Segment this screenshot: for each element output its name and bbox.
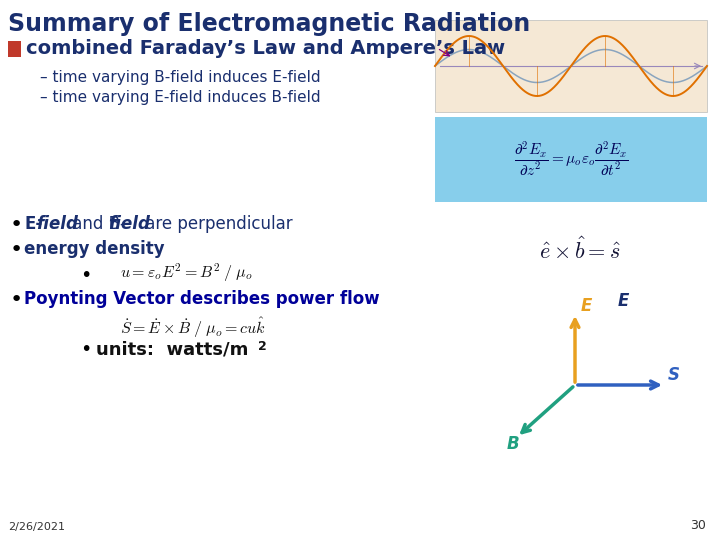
Text: $\dot{S} = \dot{E} \times \dot{B} \;/\; \mu_o = cu\hat{k}$: $\dot{S} = \dot{E} \times \dot{B} \;/\; … <box>120 316 266 340</box>
Text: units:  watts/m: units: watts/m <box>96 340 248 358</box>
Text: and B-: and B- <box>67 215 126 233</box>
FancyBboxPatch shape <box>435 117 707 202</box>
Text: 30: 30 <box>690 519 706 532</box>
Text: energy density: energy density <box>24 240 165 258</box>
Text: Summary of Electromagnetic Radiation: Summary of Electromagnetic Radiation <box>8 12 530 36</box>
Text: •: • <box>80 340 91 359</box>
Text: S: S <box>668 366 680 384</box>
Text: •: • <box>80 266 91 285</box>
Text: $\hat{e} \times \hat{b} = \hat{s}$: $\hat{e} \times \hat{b} = \hat{s}$ <box>539 237 621 263</box>
Text: •: • <box>10 215 23 235</box>
Text: – time varying B-field induces E-field: – time varying B-field induces E-field <box>40 70 320 85</box>
Text: – time varying E-field induces B-field: – time varying E-field induces B-field <box>40 90 320 105</box>
Text: •: • <box>10 240 23 260</box>
Text: 2: 2 <box>258 340 266 353</box>
Text: E-: E- <box>24 215 42 233</box>
FancyBboxPatch shape <box>8 41 21 57</box>
Text: •: • <box>10 290 23 310</box>
Text: combined Faraday’s Law and Ampere’s Law: combined Faraday’s Law and Ampere’s Law <box>26 38 505 57</box>
Text: are perpendicular: are perpendicular <box>140 215 292 233</box>
Text: E: E <box>618 292 629 310</box>
Text: B: B <box>507 435 520 453</box>
FancyBboxPatch shape <box>435 20 707 112</box>
Text: Poynting Vector describes power flow: Poynting Vector describes power flow <box>24 290 379 308</box>
Text: 2/26/2021: 2/26/2021 <box>8 522 65 532</box>
Text: E: E <box>581 297 593 315</box>
Text: field: field <box>108 215 150 233</box>
Text: $u = \varepsilon_o E^2 = B^2 \;/\; \mu_o$: $u = \varepsilon_o E^2 = B^2 \;/\; \mu_o… <box>120 262 253 285</box>
Text: $\dfrac{\partial^2 E_x}{\partial z^2} = \mu_o \varepsilon_o \dfrac{\partial^2 E_: $\dfrac{\partial^2 E_x}{\partial z^2} = … <box>513 140 629 179</box>
Text: field: field <box>36 215 78 233</box>
